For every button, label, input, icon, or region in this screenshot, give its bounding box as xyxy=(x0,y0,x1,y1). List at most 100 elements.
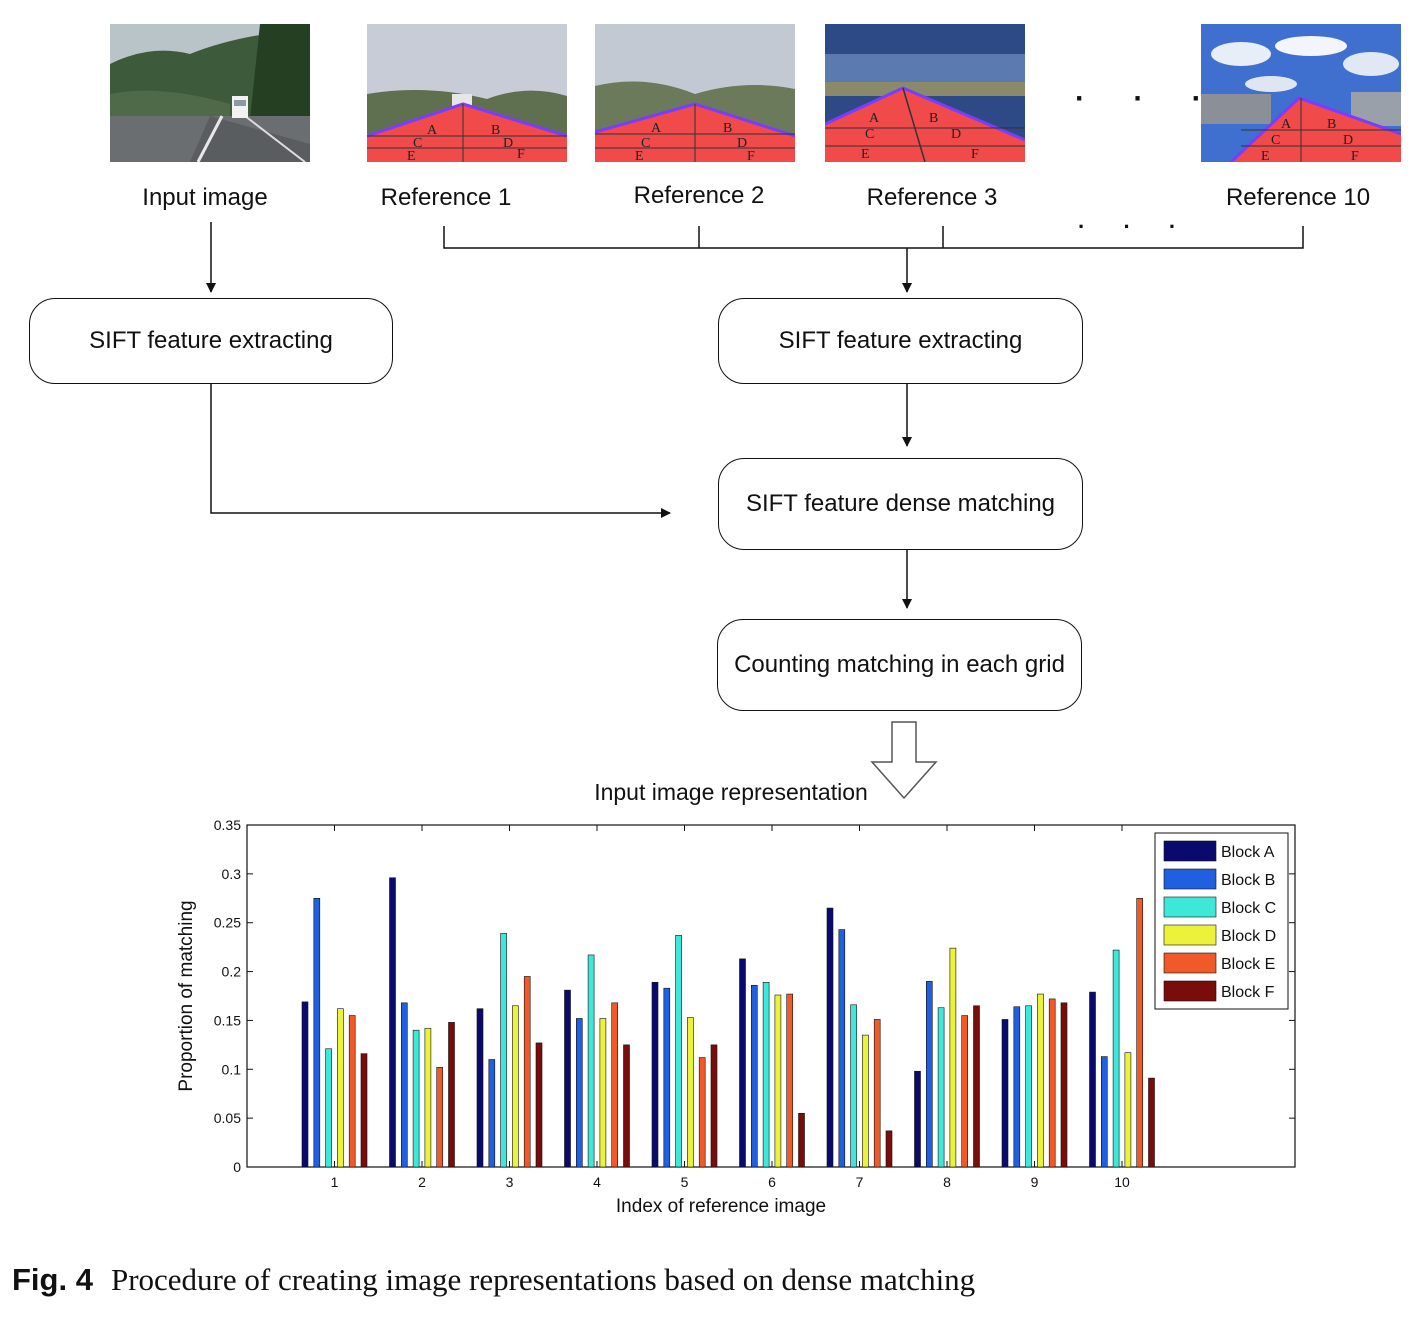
bar xyxy=(599,1018,607,1168)
bar xyxy=(687,1017,694,1168)
bar xyxy=(611,1002,619,1168)
bar xyxy=(774,994,782,1168)
block-label: E xyxy=(407,149,416,162)
bar xyxy=(523,976,531,1168)
flow-connectors xyxy=(206,222,1304,800)
bar xyxy=(389,877,396,1168)
legend-entry: Block A xyxy=(1221,844,1275,861)
x-tick-label: 10 xyxy=(1114,1174,1130,1190)
bar xyxy=(826,907,834,1168)
bar xyxy=(675,935,682,1168)
bar xyxy=(762,982,770,1168)
reference-image-3: A B C D E F xyxy=(825,24,1025,162)
x-tick-label: 4 xyxy=(593,1174,601,1190)
block-label: F xyxy=(971,147,979,162)
bar xyxy=(313,897,321,1168)
block-label: A xyxy=(1281,117,1292,132)
bar xyxy=(925,981,933,1168)
bar xyxy=(914,1070,921,1168)
block-label: F xyxy=(1351,149,1359,162)
bar xyxy=(512,1005,519,1168)
legend-swatch xyxy=(1163,896,1217,918)
bar xyxy=(623,1044,630,1168)
block-label: B xyxy=(929,111,938,126)
reference-label-10: Reference 10 xyxy=(1225,184,1371,211)
block-label: D xyxy=(737,136,747,151)
counting-box: Counting matching in each grid xyxy=(717,619,1082,711)
legend-swatch xyxy=(1163,868,1217,890)
block-label: F xyxy=(747,149,755,162)
bar xyxy=(1148,1077,1155,1168)
bar xyxy=(1060,1002,1068,1168)
bar xyxy=(786,993,794,1168)
block-label: A xyxy=(869,111,880,126)
ellipsis-top: · · · xyxy=(1075,82,1222,115)
legend-entry: Block B xyxy=(1221,872,1275,889)
bar xyxy=(651,982,659,1168)
bar xyxy=(1013,1006,1021,1168)
block-label: C xyxy=(641,136,650,151)
block-label: C xyxy=(865,127,874,142)
bar xyxy=(1048,998,1056,1168)
y-tick-label: 0.35 xyxy=(214,817,241,833)
y-tick-label: 0 xyxy=(233,1159,241,1175)
bar xyxy=(337,1008,344,1168)
x-tick-label: 5 xyxy=(681,1174,689,1190)
arrow-left-sift-to-matching xyxy=(210,383,671,518)
bar xyxy=(500,933,507,1168)
bar xyxy=(949,947,957,1168)
bar xyxy=(1089,991,1096,1168)
bar xyxy=(348,1015,356,1168)
caption-text: Procedure of creating image representati… xyxy=(110,1262,976,1297)
bar xyxy=(1112,949,1120,1168)
bar xyxy=(535,1042,543,1168)
sift-extract-input-box: SIFT feature extracting xyxy=(29,298,393,384)
bar xyxy=(710,1044,718,1168)
bar xyxy=(401,1002,408,1168)
x-tick-label: 1 xyxy=(331,1174,339,1190)
bar xyxy=(937,1007,945,1168)
bar xyxy=(360,1053,368,1168)
block-label: C xyxy=(1271,133,1280,148)
bar xyxy=(488,1059,496,1168)
bar xyxy=(750,984,758,1168)
reference-label-3: Reference 3 xyxy=(866,184,998,211)
hollow-down-arrow xyxy=(870,721,938,800)
bar xyxy=(476,1008,484,1168)
bar xyxy=(1037,993,1044,1168)
bar xyxy=(873,1019,881,1168)
bar xyxy=(739,958,746,1168)
plot-area xyxy=(246,824,1296,1168)
reference-image-1: A B C D E F xyxy=(367,24,567,162)
bar xyxy=(436,1067,444,1168)
sift-extract-reference-box: SIFT feature extracting xyxy=(718,298,1083,384)
x-tick-label: 3 xyxy=(506,1174,514,1190)
bar xyxy=(301,1001,309,1168)
bar xyxy=(1124,1052,1132,1168)
bar xyxy=(798,1112,805,1168)
reference-image-2: A B C D E F xyxy=(595,24,795,162)
bar xyxy=(325,1048,332,1168)
bar xyxy=(412,1029,420,1168)
bar xyxy=(564,989,571,1168)
legend-entry: Block C xyxy=(1221,900,1276,917)
block-label: E xyxy=(1261,149,1270,162)
reference-label-2: Reference 2 xyxy=(633,182,765,209)
block-label: B xyxy=(723,121,732,136)
x-tick-label: 8 xyxy=(943,1174,951,1190)
input-image xyxy=(110,24,310,162)
bar xyxy=(424,1027,432,1168)
x-tick-label: 2 xyxy=(418,1174,426,1190)
block-label: A xyxy=(651,121,662,136)
y-tick-label: 0.2 xyxy=(222,964,242,980)
legend-entry: Block D xyxy=(1221,928,1276,945)
input-image-label: Input image xyxy=(142,184,268,211)
bar xyxy=(448,1022,455,1168)
legend-swatch xyxy=(1163,840,1217,862)
bar xyxy=(973,1005,980,1168)
block-label: E xyxy=(635,149,644,162)
block-label: D xyxy=(503,136,513,151)
block-label: B xyxy=(491,123,500,138)
reference-label-1: Reference 1 xyxy=(380,184,512,211)
y-tick-label: 0.05 xyxy=(214,1110,241,1126)
